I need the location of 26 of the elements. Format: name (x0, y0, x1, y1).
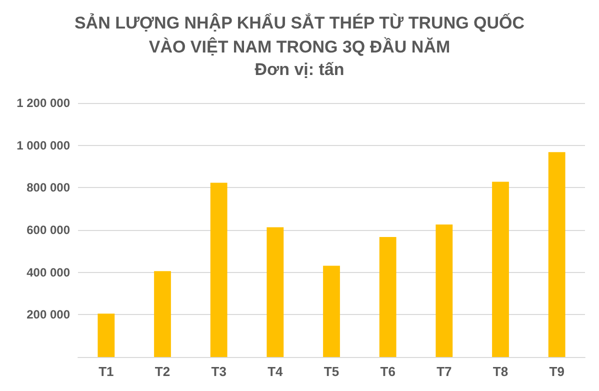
bar (154, 271, 171, 357)
bar (436, 224, 453, 357)
y-tick-label: 400 000 (26, 265, 70, 280)
bar (210, 182, 228, 357)
chart-title: SẢN LƯỢNG NHẬP KHẨU SẮT THÉP TỪ TRUNG QUỐC VÀO VIỆT NAM TRONG 3Q ĐẦU NĂM (74, 12, 525, 56)
y-tick-label: 600 000 (26, 223, 70, 237)
y-tick-label: 200 000 (26, 308, 70, 322)
y-tick-label: 800 000 (26, 180, 70, 195)
x-tick-label: T5 (324, 364, 340, 379)
x-tick-label: T1 (98, 364, 114, 379)
chart-subtitle: Đơn vị: tấn (254, 60, 344, 79)
bar (492, 182, 509, 357)
bar (266, 227, 284, 357)
x-tick-label: T4 (268, 364, 284, 379)
bar (98, 314, 115, 357)
x-tick-label: T2 (154, 364, 170, 379)
bar (379, 236, 396, 357)
y-tick-label: 1 200 000 (16, 96, 70, 110)
x-tick-label: T9 (549, 364, 564, 379)
x-tick-label: T3 (211, 364, 226, 379)
bar (323, 266, 340, 357)
y-tick-label: 1 000 000 (16, 138, 70, 152)
x-tick-label: T8 (492, 364, 508, 379)
x-tick-label: T7 (436, 364, 452, 379)
x-tick-label: T6 (380, 364, 396, 379)
bar (548, 152, 566, 357)
